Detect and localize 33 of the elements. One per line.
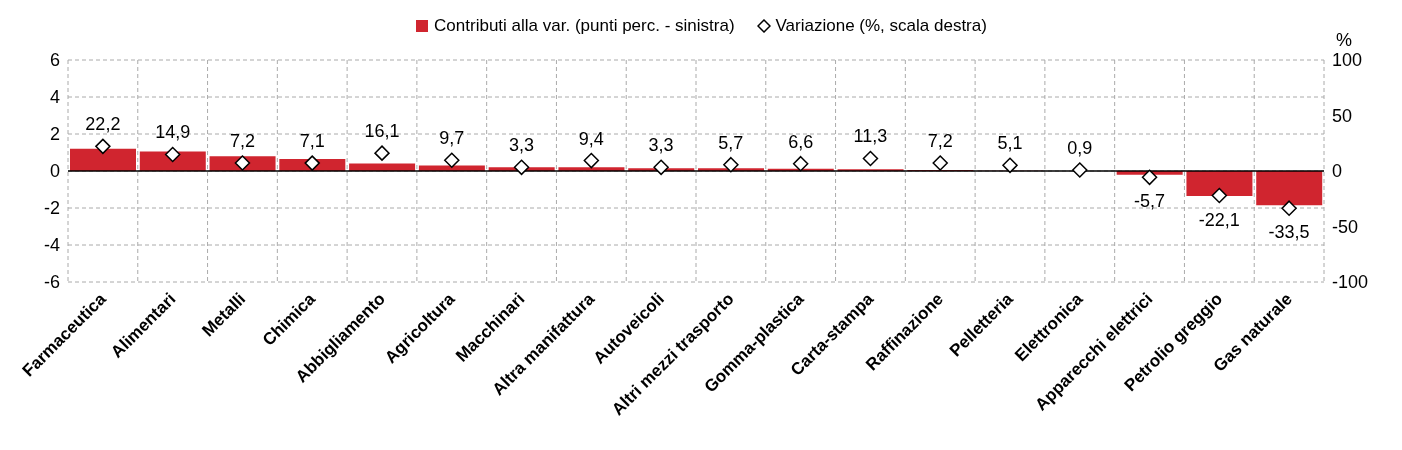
data-label: 3,3 — [648, 135, 674, 156]
y2-tick-label: -50 — [1332, 216, 1359, 237]
y-tick-label: -6 — [43, 272, 60, 293]
y-tick-label: -4 — [43, 235, 60, 256]
y-tick-label: 0 — [49, 161, 60, 182]
data-label: 16,1 — [364, 121, 400, 142]
data-label: 0,9 — [1067, 138, 1093, 158]
data-label: -22,1 — [1198, 209, 1240, 230]
data-label: 7,2 — [229, 131, 255, 152]
y2-axis-title: % — [1335, 30, 1353, 50]
data-label: -33,5 — [1268, 222, 1310, 243]
data-label: 11,3 — [853, 126, 888, 147]
y-tick-label: 2 — [49, 124, 60, 145]
y-tick-label: -2 — [43, 198, 60, 219]
data-label: -5,7 — [1134, 191, 1166, 212]
legend-label: Contributi alla var. (punti perc. - sinistra) — [433, 16, 735, 36]
data-label: 9,4 — [578, 128, 604, 149]
y-tick-label: 6 — [49, 50, 60, 71]
data-label: 7,2 — [927, 131, 953, 152]
y2-tick-label: -100 — [1332, 272, 1369, 293]
data-label: 6,6 — [788, 131, 814, 152]
y2-tick-label: 0 — [1332, 161, 1343, 182]
data-label: 9,7 — [439, 128, 465, 149]
y2-tick-label: 50 — [1332, 105, 1353, 126]
data-label: 3,3 — [509, 135, 535, 156]
y-tick-label: 4 — [49, 87, 60, 108]
data-label: 5,1 — [997, 133, 1023, 154]
data-label: 7,1 — [299, 131, 325, 152]
legend-label: Variazione (%, scala destra) — [774, 16, 987, 36]
data-label: 14,9 — [155, 122, 191, 143]
data-label: 22,2 — [85, 114, 121, 135]
data-label: 5,7 — [718, 132, 744, 153]
y2-tick-label: 100 — [1332, 50, 1363, 71]
